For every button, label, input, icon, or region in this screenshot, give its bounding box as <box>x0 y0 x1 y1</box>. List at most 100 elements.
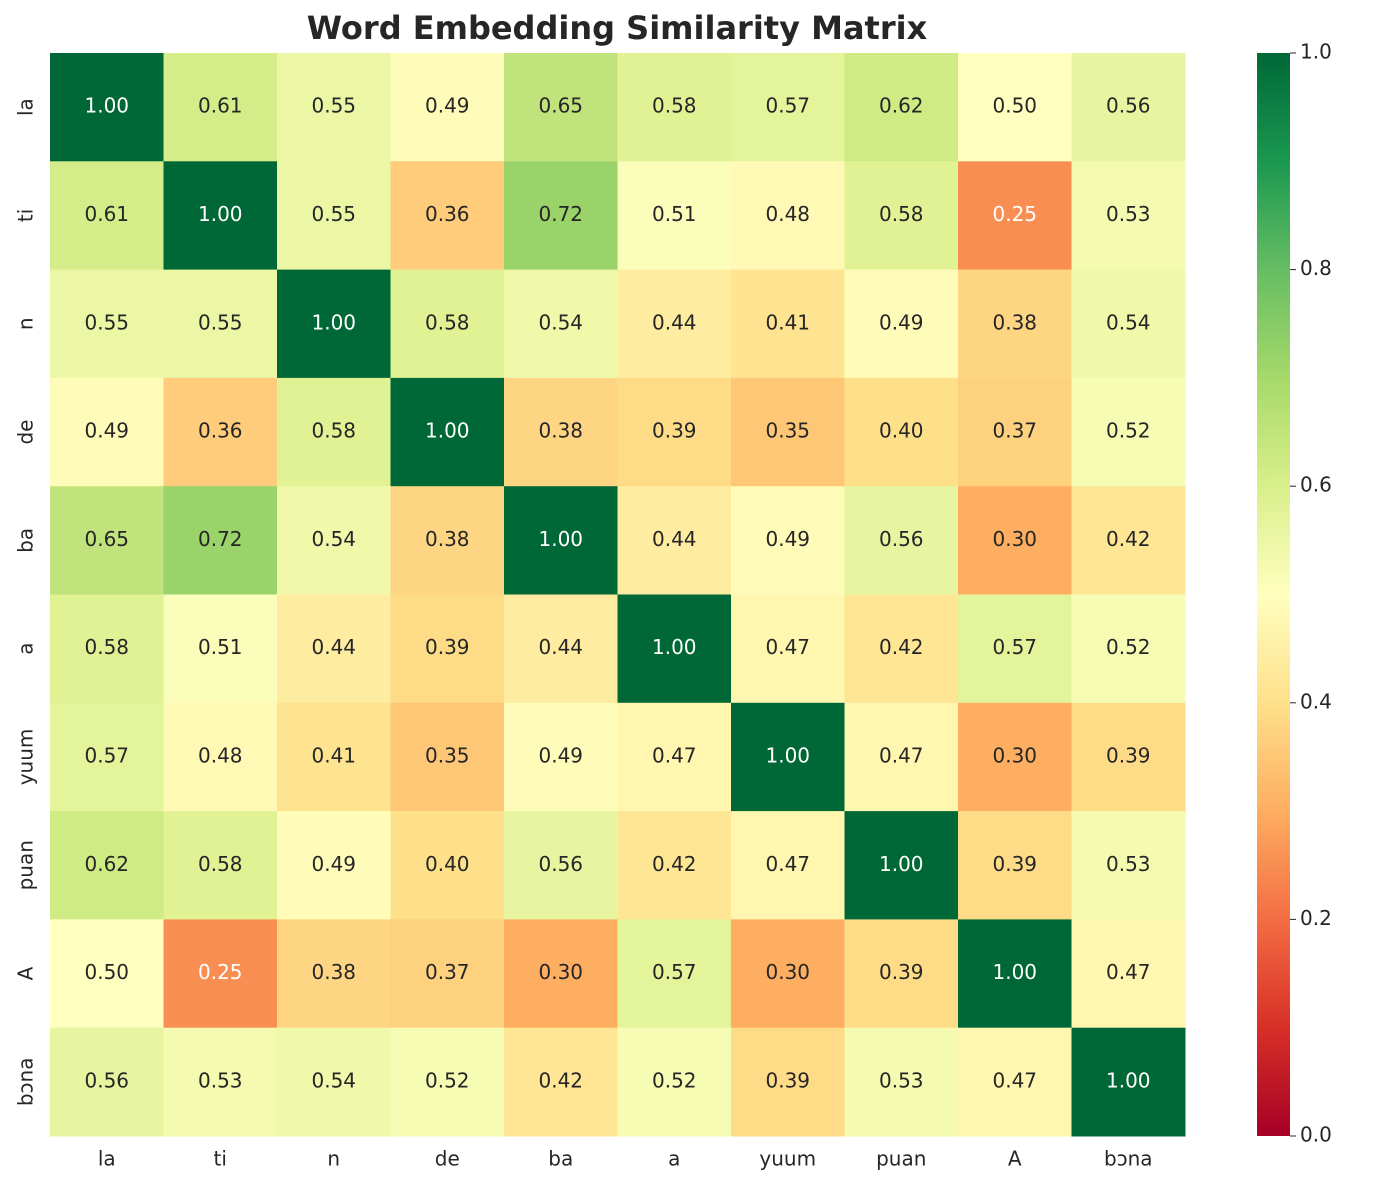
cell-label: 0.61 <box>198 94 243 118</box>
heatmap-cell <box>1071 269 1186 379</box>
heatmap-cell <box>1071 811 1186 920</box>
heatmap-cell <box>1071 53 1186 162</box>
colorbar-tick-label: 0.2 <box>1300 906 1332 930</box>
heatmap-cell <box>617 1027 732 1137</box>
cell-label: 0.53 <box>1106 852 1151 876</box>
cell-label: 0.58 <box>879 202 924 226</box>
cell-label: 0.55 <box>311 202 356 226</box>
colorbar-tick-label: 1.0 <box>1300 40 1332 64</box>
heatmap-cell <box>958 269 1072 379</box>
cell-label: 0.61 <box>84 202 129 226</box>
cell-label: 0.41 <box>311 743 356 767</box>
cell-label: 0.55 <box>311 94 356 118</box>
heatmap-cell <box>958 594 1072 704</box>
cell-label: 0.30 <box>538 960 583 984</box>
cell-label: 0.52 <box>1106 635 1151 659</box>
heatmap-cell <box>844 919 959 1029</box>
heatmap-cell <box>504 161 618 271</box>
heatmap-cell <box>731 919 845 1029</box>
cell-label: 0.55 <box>198 310 243 334</box>
heatmap-cell <box>163 53 278 162</box>
cell-label: 0.39 <box>1106 743 1151 767</box>
cell-label: 0.40 <box>879 419 924 443</box>
heatmap-cell <box>617 377 732 487</box>
heatmap-cell <box>844 377 959 487</box>
heatmap-cell <box>844 811 959 920</box>
heatmap-cell <box>50 702 164 812</box>
heatmap-cell <box>731 161 845 271</box>
heatmap-cell <box>617 702 732 812</box>
cell-label: 0.42 <box>538 1068 583 1092</box>
heatmap-cell <box>50 594 164 704</box>
heatmap-cell <box>731 1027 845 1137</box>
cell-label: 1.00 <box>538 527 583 551</box>
cell-label: 0.44 <box>652 310 697 334</box>
x-tick-label: bɔna <box>1104 1147 1153 1171</box>
cell-label: 0.52 <box>652 1068 697 1092</box>
cell-label: 0.44 <box>311 635 356 659</box>
cell-label: 0.49 <box>879 310 924 334</box>
cell-label: 0.51 <box>652 202 697 226</box>
x-tick-label: ti <box>214 1147 227 1171</box>
cell-label: 0.49 <box>538 743 583 767</box>
cell-label: 0.39 <box>879 960 924 984</box>
cell-label: 1.00 <box>311 310 356 334</box>
cell-label: 0.56 <box>1106 94 1151 118</box>
heatmap-cell <box>50 377 164 487</box>
heatmap-cell <box>390 377 505 487</box>
heatmap-cell <box>1071 161 1186 271</box>
cell-label: 0.72 <box>538 202 583 226</box>
cell-label: 0.38 <box>538 419 583 443</box>
cell-label: 0.72 <box>198 527 243 551</box>
cell-label: 0.30 <box>992 743 1037 767</box>
cell-label: 0.53 <box>879 1068 924 1092</box>
colorbar-tick-label: 0.4 <box>1300 689 1332 713</box>
cell-label: 0.52 <box>425 1068 470 1092</box>
heatmap-cell <box>844 702 959 812</box>
heatmap-cell <box>163 1027 278 1137</box>
heatmap-cell <box>163 702 278 812</box>
cell-label: 0.62 <box>84 852 129 876</box>
cell-label: 0.57 <box>84 743 129 767</box>
y-tick-label: la <box>14 98 38 116</box>
x-tick-label: puan <box>876 1147 926 1171</box>
cell-label: 0.57 <box>992 635 1037 659</box>
heatmap-cell <box>731 269 845 379</box>
heatmap-cell <box>844 53 959 162</box>
heatmap-cell <box>1071 377 1186 487</box>
heatmap-cell <box>163 377 278 487</box>
heatmap-cell <box>277 1027 391 1137</box>
cell-label: 0.65 <box>538 94 583 118</box>
cell-label: 0.54 <box>311 1068 356 1092</box>
y-tick-label: n <box>14 317 38 330</box>
cell-label: 0.54 <box>538 310 583 334</box>
heatmap-cell <box>844 161 959 271</box>
heatmap-cell <box>277 594 391 704</box>
cell-label: 0.58 <box>198 852 243 876</box>
cell-label: 1.00 <box>879 852 924 876</box>
x-tick-label: a <box>668 1147 680 1171</box>
heatmap-cell <box>390 919 505 1029</box>
cell-label: 0.49 <box>84 419 129 443</box>
heatmap-cell <box>617 594 732 704</box>
heatmap-cell <box>844 594 959 704</box>
heatmap-cell <box>958 811 1072 920</box>
heatmap-cell <box>617 919 732 1029</box>
cell-label: 0.50 <box>84 960 129 984</box>
y-tick-label: de <box>14 420 38 445</box>
heatmap-cell <box>504 1027 618 1137</box>
cell-label: 0.47 <box>879 743 924 767</box>
heatmap-cell <box>617 811 732 920</box>
heatmap-cell <box>277 486 391 595</box>
heatmap-cell <box>958 161 1072 271</box>
y-tick-label: puan <box>14 840 38 890</box>
heatmap-cell <box>1071 486 1186 595</box>
cell-label: 1.00 <box>84 94 129 118</box>
cell-label: 0.35 <box>425 743 470 767</box>
cell-label: 0.47 <box>765 852 810 876</box>
cell-label: 0.52 <box>1106 419 1151 443</box>
cell-label: 0.38 <box>311 960 356 984</box>
cell-label: 0.47 <box>1106 960 1151 984</box>
heatmap-cell <box>844 1027 959 1137</box>
